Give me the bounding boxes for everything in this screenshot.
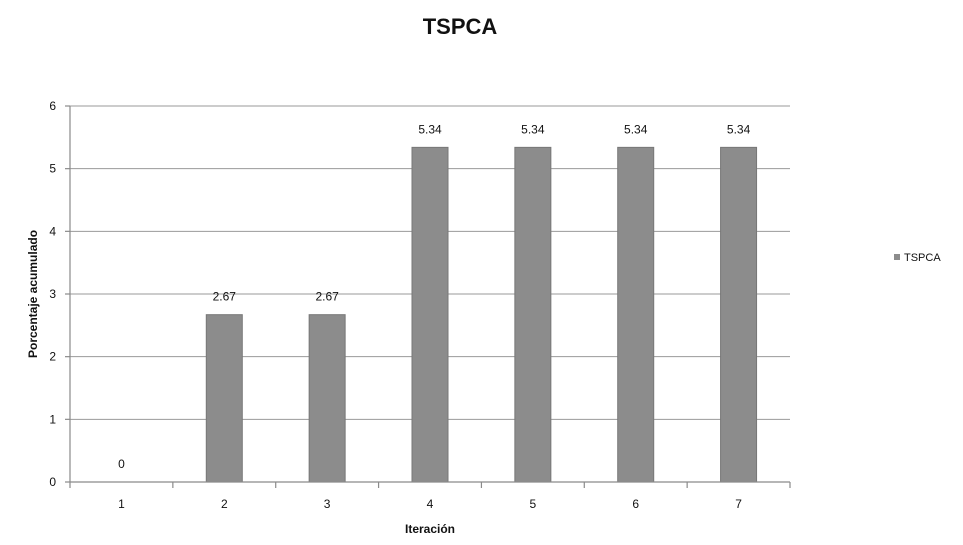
bar <box>308 314 346 483</box>
data-label: 0 <box>118 457 125 471</box>
chart-title: TSPCA <box>423 14 498 39</box>
bar <box>411 146 449 483</box>
axes <box>65 105 791 488</box>
x-tick-label: 6 <box>632 497 639 511</box>
bar <box>205 314 243 483</box>
x-tick-label: 7 <box>735 497 742 511</box>
data-label: 2.67 <box>315 290 339 304</box>
data-label: 5.34 <box>624 122 648 136</box>
x-tick-label: 3 <box>324 497 331 511</box>
bar <box>720 146 758 483</box>
y-axis-title: Porcentaje acumulado <box>26 230 40 358</box>
x-tick-label: 1 <box>118 497 125 511</box>
x-axis-title: Iteración <box>405 522 455 536</box>
y-tick-label: 4 <box>49 224 56 238</box>
y-tick-label: 0 <box>49 475 56 489</box>
x-tick-label: 4 <box>427 497 434 511</box>
bar <box>514 146 552 483</box>
data-label: 5.34 <box>418 122 442 136</box>
legend-label: TSPCA <box>904 252 941 264</box>
y-tick-label: 2 <box>49 350 56 364</box>
legend-swatch <box>894 254 900 260</box>
tick-labels: 0 1 2 3 4 5 6 1 2 3 4 5 6 7 <box>49 99 742 511</box>
legend: TSPCA <box>894 252 941 264</box>
bar <box>617 146 655 483</box>
data-label: 5.34 <box>727 122 751 136</box>
y-tick-label: 3 <box>49 287 56 301</box>
data-label: 2.67 <box>213 290 237 304</box>
data-labels: 0 2.67 2.67 5.34 5.34 5.34 5.34 <box>118 122 750 471</box>
data-label: 5.34 <box>521 122 545 136</box>
y-tick-label: 1 <box>49 412 56 426</box>
bars <box>205 146 758 483</box>
y-tick-label: 6 <box>49 99 56 113</box>
x-tick-label: 5 <box>530 497 537 511</box>
y-tick-label: 5 <box>49 162 56 176</box>
x-tick-label: 2 <box>221 497 228 511</box>
